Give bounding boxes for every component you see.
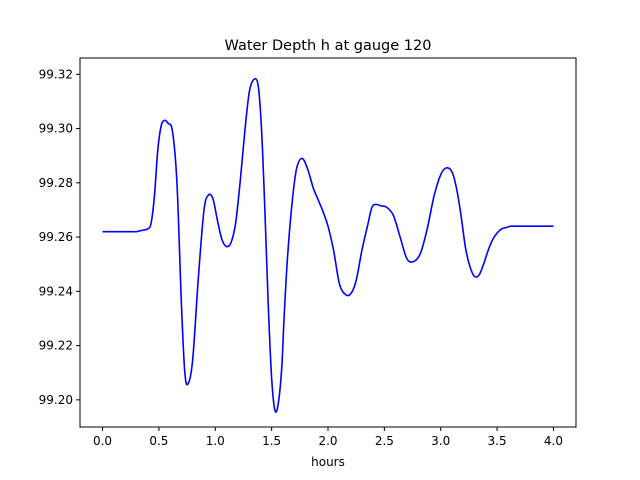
plot-area: [102, 77, 554, 413]
axes-frame: [79, 57, 577, 428]
x-tick-label: 3.5: [488, 434, 507, 448]
y-tick-label: 99.26: [39, 230, 73, 244]
x-tick-label: 0.0: [93, 434, 112, 448]
x-tick-label: 3.0: [431, 434, 450, 448]
x-tick-label: 4.0: [544, 434, 563, 448]
y-tick-label: 99.30: [39, 122, 73, 136]
y-tick-label: 99.22: [39, 339, 73, 353]
series-line: [102, 77, 554, 413]
x-axis: 0.0 0.5 1.0 1.5 2.0 2.5 3.0 3.5 4.0: [93, 427, 563, 448]
y-tick-label: 99.24: [39, 284, 73, 298]
x-tick-label: 1.0: [206, 434, 225, 448]
x-tick-label: 1.5: [262, 434, 281, 448]
x-tick-label: 2.0: [318, 434, 337, 448]
x-tick-label: 0.5: [149, 434, 168, 448]
y-tick-label: 99.28: [39, 176, 73, 190]
y-tick-label: 99.32: [39, 67, 73, 81]
x-axis-label: hours: [311, 455, 345, 469]
x-tick-label: 2.5: [375, 434, 394, 448]
y-tick-label: 99.20: [39, 393, 73, 407]
y-axis: 99.20 99.22 99.24 99.26 99.28 99.30 99.32: [39, 67, 80, 407]
chart-title: Water Depth h at gauge 120: [225, 38, 432, 54]
